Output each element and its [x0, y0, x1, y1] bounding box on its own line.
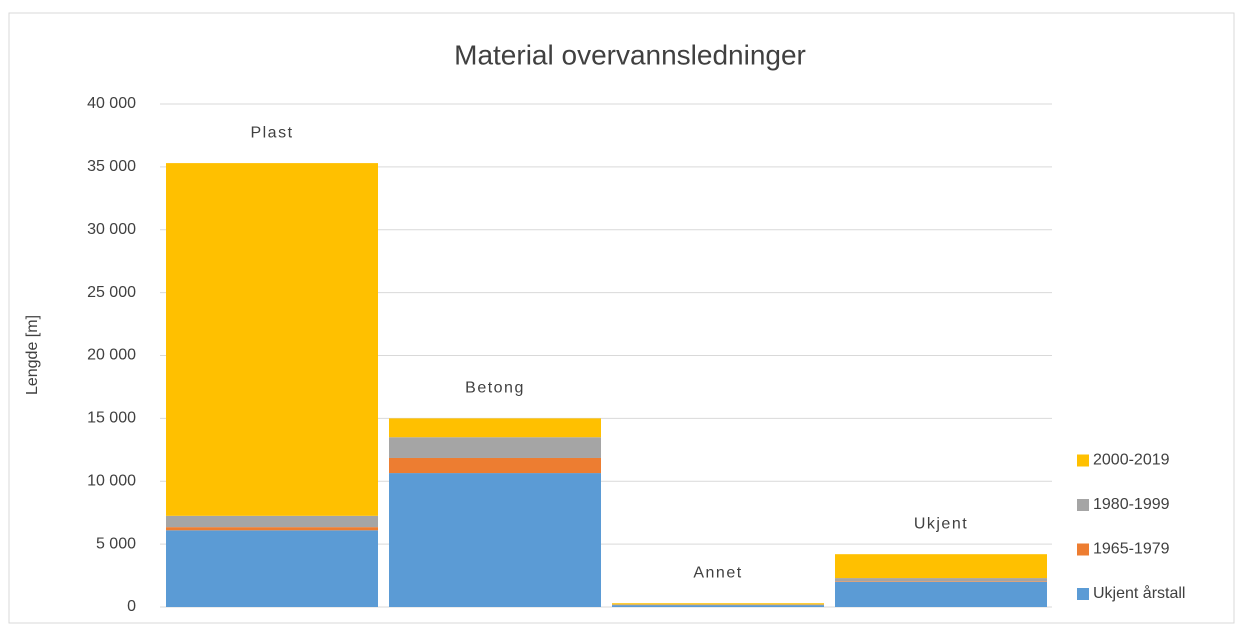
category-label: Ukjent: [914, 515, 968, 532]
legend-swatch: [1077, 544, 1089, 556]
bar-segment: [835, 554, 1047, 578]
y-tick-label: 5 000: [96, 535, 136, 552]
y-axis-label: Lengde [m]: [24, 315, 41, 395]
legend-label: 1965-1979: [1093, 541, 1170, 558]
chart-title: Material overvannsledninger: [454, 39, 806, 70]
legend-label: 2000-2019: [1093, 452, 1170, 469]
bar-segment: [166, 163, 378, 516]
legend-swatch: [1077, 499, 1089, 511]
bar-segment: [612, 603, 824, 604]
legend-label: Ukjent årstall: [1093, 584, 1185, 602]
bar-segment: [835, 582, 1047, 607]
bar-segment: [835, 581, 1047, 582]
bar-segment: [166, 530, 378, 607]
bar-segment: [612, 605, 824, 607]
y-tick-label: 25 000: [87, 284, 136, 301]
bar-segment: [389, 418, 601, 437]
legend-swatch: [1077, 588, 1089, 600]
y-tick-label: 30 000: [87, 221, 136, 238]
legend-label: 1980-1999: [1093, 496, 1170, 513]
y-tick-label: 20 000: [87, 347, 136, 364]
y-tick-label: 10 000: [87, 472, 136, 489]
category-label: Annet: [693, 564, 742, 581]
bar-segment: [166, 516, 378, 527]
bar-segment: [389, 437, 601, 458]
bar-segment: [166, 527, 378, 530]
bar-segment: [389, 473, 601, 607]
bar-segment: [835, 578, 1047, 581]
y-tick-label: 35 000: [87, 158, 136, 175]
bar-segment: [389, 458, 601, 473]
category-label: Betong: [465, 380, 525, 397]
y-tick-label: 0: [127, 598, 136, 615]
y-tick-label: 15 000: [87, 410, 136, 427]
y-tick-label: 40 000: [87, 95, 136, 112]
legend-swatch: [1077, 455, 1089, 467]
category-label: Plast: [250, 124, 293, 141]
